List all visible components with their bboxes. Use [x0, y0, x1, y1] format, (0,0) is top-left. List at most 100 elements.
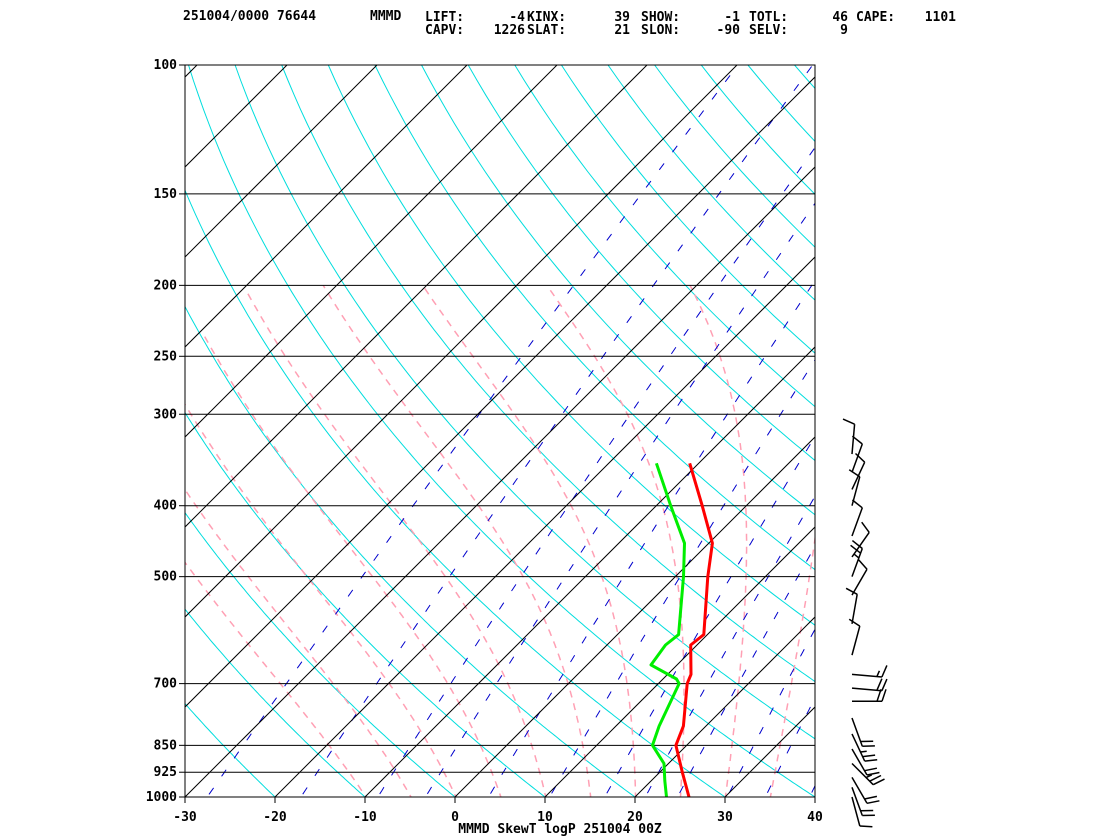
isotherm-line: [454, 436, 815, 797]
isotherm-line: [185, 65, 378, 258]
dry-adiabat-line: [185, 511, 456, 797]
index-label-kinx: KINX:: [527, 10, 567, 25]
wind-barb-flag: [851, 499, 863, 509]
wind-barb-flag: [881, 665, 888, 678]
dry-adiabat-line: [185, 796, 186, 797]
wind-barb-flag: [848, 618, 861, 627]
pressure-tick-labels: 100 150 200 250 300 400 500 700 850 925 1000: [146, 58, 185, 805]
wind-barb-staff: [851, 476, 861, 506]
wind-barb-flag: [872, 778, 885, 786]
index-value-selv: 9: [840, 23, 848, 38]
mixing-ratio-line: [919, 65, 1120, 813]
dry-adiabat-line: [793, 65, 815, 90]
wind-barb-staff: [851, 625, 861, 656]
temperature-profile-line: [674, 462, 714, 797]
isotherm-line: [724, 706, 815, 797]
wind-barb-half-flag: [865, 774, 873, 779]
wind-barb: [851, 499, 864, 537]
temperature-tick-label: 30: [717, 810, 733, 825]
mixing-ratio-line: [960, 65, 1120, 813]
temperature-tick-label: 10: [537, 810, 553, 825]
wind-barb: [842, 418, 856, 455]
index-label-cape: CAPE:: [856, 10, 896, 25]
wind-barbs: [842, 418, 888, 828]
wind-barb: [850, 540, 864, 577]
sounding-header: 251004/0000 76644 MMMD LIFT: -4 KINX: 39…: [0, 0, 1120, 60]
index-value-slon: -90: [716, 23, 740, 38]
temperature-tick-label: 20: [627, 810, 643, 825]
wind-barb-flag: [851, 540, 863, 550]
dry-adiabat-line: [187, 65, 815, 797]
wind-barb-staff: [851, 594, 858, 624]
isobars: [185, 65, 815, 797]
dry-adiabat-line: [467, 65, 815, 462]
pressure-tick-label: 300: [154, 407, 178, 422]
wind-barb-staff: [851, 443, 864, 473]
temperature-tick-label: 40: [807, 810, 823, 825]
index-value-lift: -4: [509, 10, 525, 25]
wind-barb-flag: [850, 544, 862, 554]
pressure-tick-label: 100: [154, 58, 178, 73]
station-id: MMMD: [370, 9, 402, 24]
isotherm-line: [185, 65, 648, 528]
wind-barb-flag: [869, 774, 882, 782]
wind-barb-staff: [851, 717, 864, 747]
pressure-tick-label: 700: [154, 677, 178, 692]
isotherm-line: [274, 256, 815, 797]
pressure-tick-label: 925: [154, 765, 177, 780]
moist-adiabat-line: [185, 561, 367, 797]
wind-barb: [851, 787, 875, 817]
dry-adiabat-line: [827, 49, 1120, 813]
dry-adiabat-line: [873, 49, 1120, 813]
dry-adiabat-line: [607, 65, 815, 301]
wind-barb-flag: [854, 452, 866, 463]
dry-adiabat-line: [700, 65, 815, 196]
isotherm-line: [544, 526, 815, 797]
dry-adiabat-line: [919, 49, 1120, 813]
wind-barb: [851, 796, 873, 828]
dry-adiabat-line: [560, 65, 815, 354]
wind-barb-staff: [851, 507, 864, 537]
dry-adiabat-line: [185, 411, 546, 797]
dry-adiabat-line: [281, 65, 815, 683]
chart-title: MMMD SkewT logP 251004 00Z: [458, 822, 662, 837]
wind-barb-flag: [864, 767, 878, 772]
dry-adiabat-line: [420, 65, 815, 516]
isotherm-line: [185, 65, 738, 618]
isotherm-line: [185, 76, 815, 708]
mixing-ratio-line: [644, 495, 815, 797]
isotherm-line: [814, 796, 815, 797]
dry-adiabat-line: [185, 188, 726, 797]
wind-barb: [851, 717, 875, 747]
wind-barb-flag: [861, 521, 870, 533]
mixing-ratio-line: [487, 279, 815, 797]
mixing-ratio-line: [1002, 65, 1120, 813]
mixing-ratio-line: [726, 628, 815, 797]
dry-adiabat-line: [747, 65, 815, 143]
pressure-tick-label: 500: [154, 570, 178, 585]
wind-barb-flag: [881, 678, 888, 691]
isotherm-line: [0, 65, 107, 797]
wind-barb-half-flag: [860, 750, 867, 753]
temperature-tick-label: -10: [353, 810, 377, 825]
wind-barb-staff: [851, 568, 868, 596]
isotherm-line: [185, 65, 288, 168]
dry-adiabat-line: [185, 608, 366, 797]
isotherm-line: [634, 616, 815, 797]
index-label-slat: SLAT:: [527, 23, 567, 38]
moist-adiabat-line: [185, 488, 412, 797]
isotherm-line: [185, 65, 558, 438]
temperature-tick-labels: -30 -20 -10 0 10 20 30 40: [173, 797, 823, 825]
wind-barb-staff: [851, 424, 856, 455]
dry-adiabats: [185, 49, 1120, 813]
pressure-tick-label: 400: [154, 499, 178, 514]
pressure-tick-label: 850: [154, 738, 178, 753]
moist-adiabat-line: [322, 285, 592, 797]
index-value-cape: 1101: [924, 10, 956, 25]
moist-adiabat-line: [185, 403, 457, 797]
wind-barb-flag: [845, 587, 858, 595]
wind-barb-flag: [859, 825, 873, 828]
temperature-tick-label: 0: [451, 810, 459, 825]
moist-adiabat-line: [422, 284, 637, 797]
index-label-totl: TOTL:: [749, 10, 789, 25]
